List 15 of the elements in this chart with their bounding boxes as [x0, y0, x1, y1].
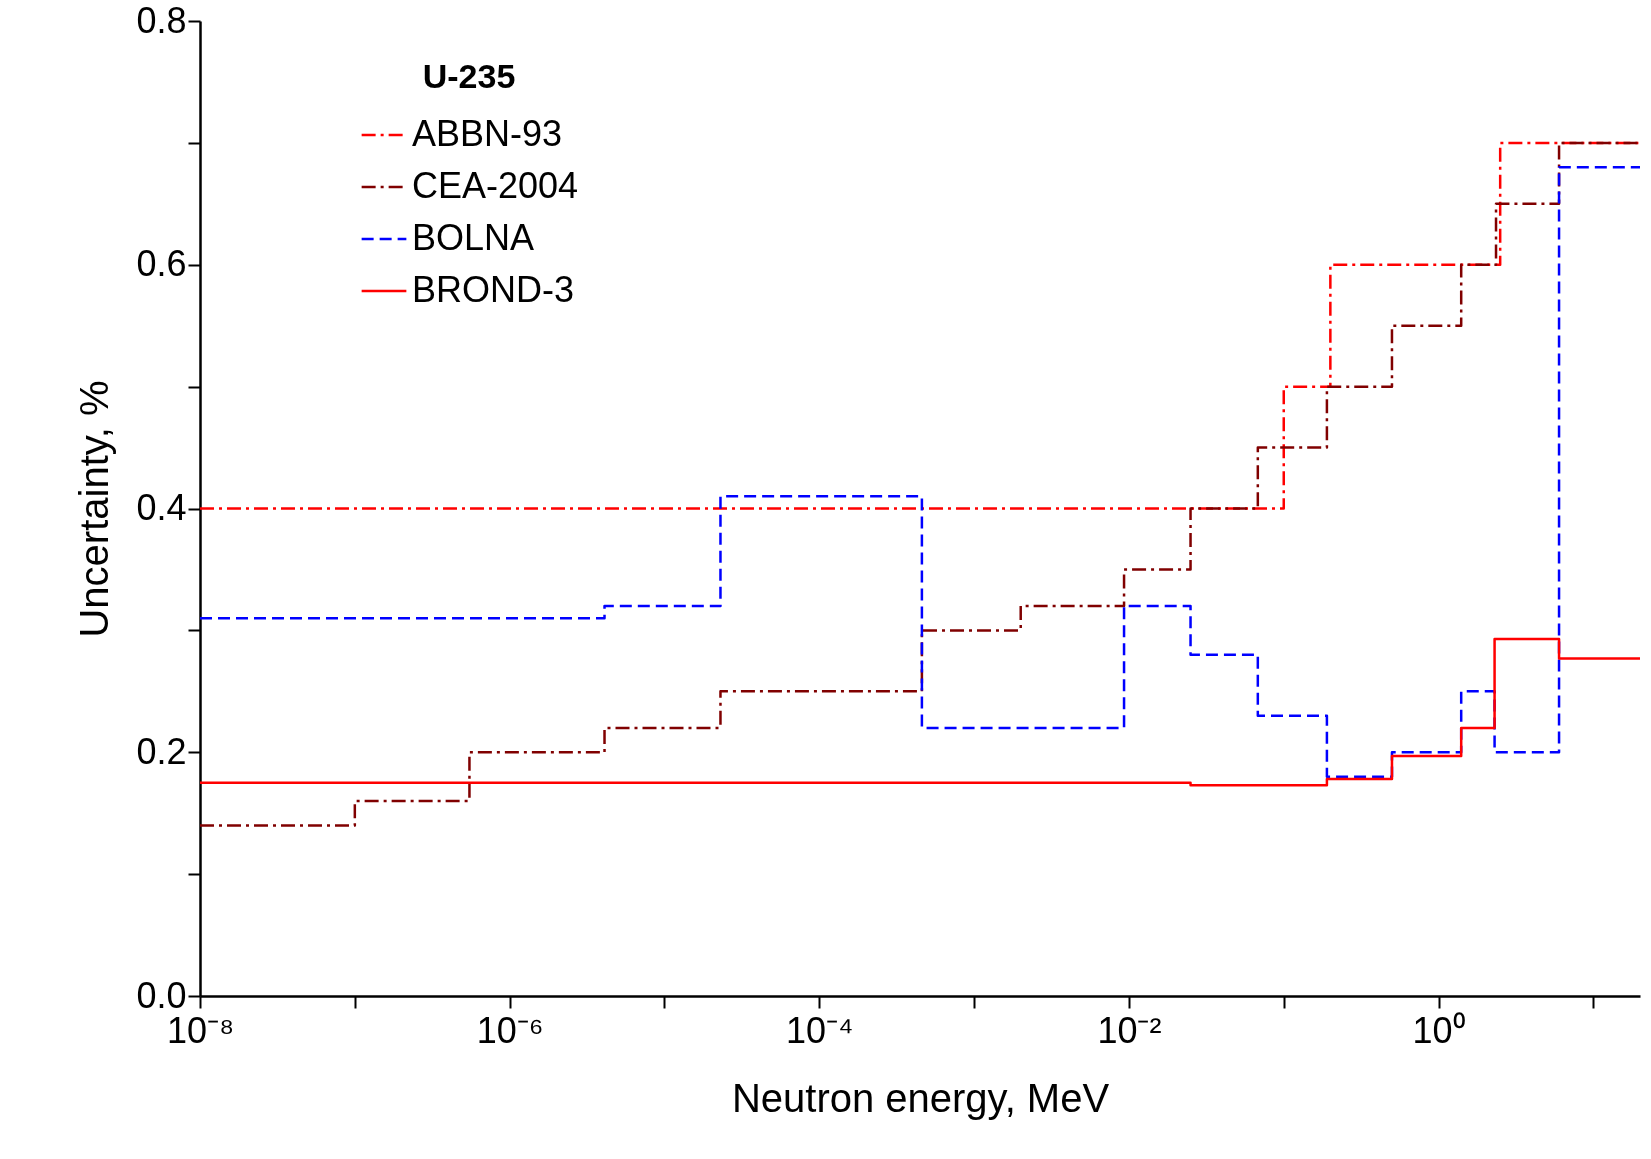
legend-title: U-235 [422, 57, 516, 95]
legend-label: BOLNA [412, 217, 535, 258]
x-tick-label: 10⁰ [1412, 1009, 1466, 1051]
y-tick-label: 0.2 [136, 730, 187, 772]
y-tick-label: 0.8 [136, 0, 187, 41]
legend-label: BROND-3 [412, 269, 575, 310]
y-tick-label: 0.6 [136, 243, 187, 285]
y-tick-label: 0.4 [136, 487, 187, 528]
y-axis-title: Uncertainty, % [72, 380, 117, 638]
x-tick-label: 10⁻² [1097, 1009, 1162, 1051]
x-tick-label: 10⁻⁶ [476, 1009, 544, 1051]
legend-label: ABBN-93 [412, 113, 563, 154]
x-tick-label: 10⁻⁴ [786, 1009, 854, 1051]
x-axis-title: Neutron energy, MeV [731, 1075, 1110, 1120]
legend-label: CEA-2004 [412, 165, 579, 206]
